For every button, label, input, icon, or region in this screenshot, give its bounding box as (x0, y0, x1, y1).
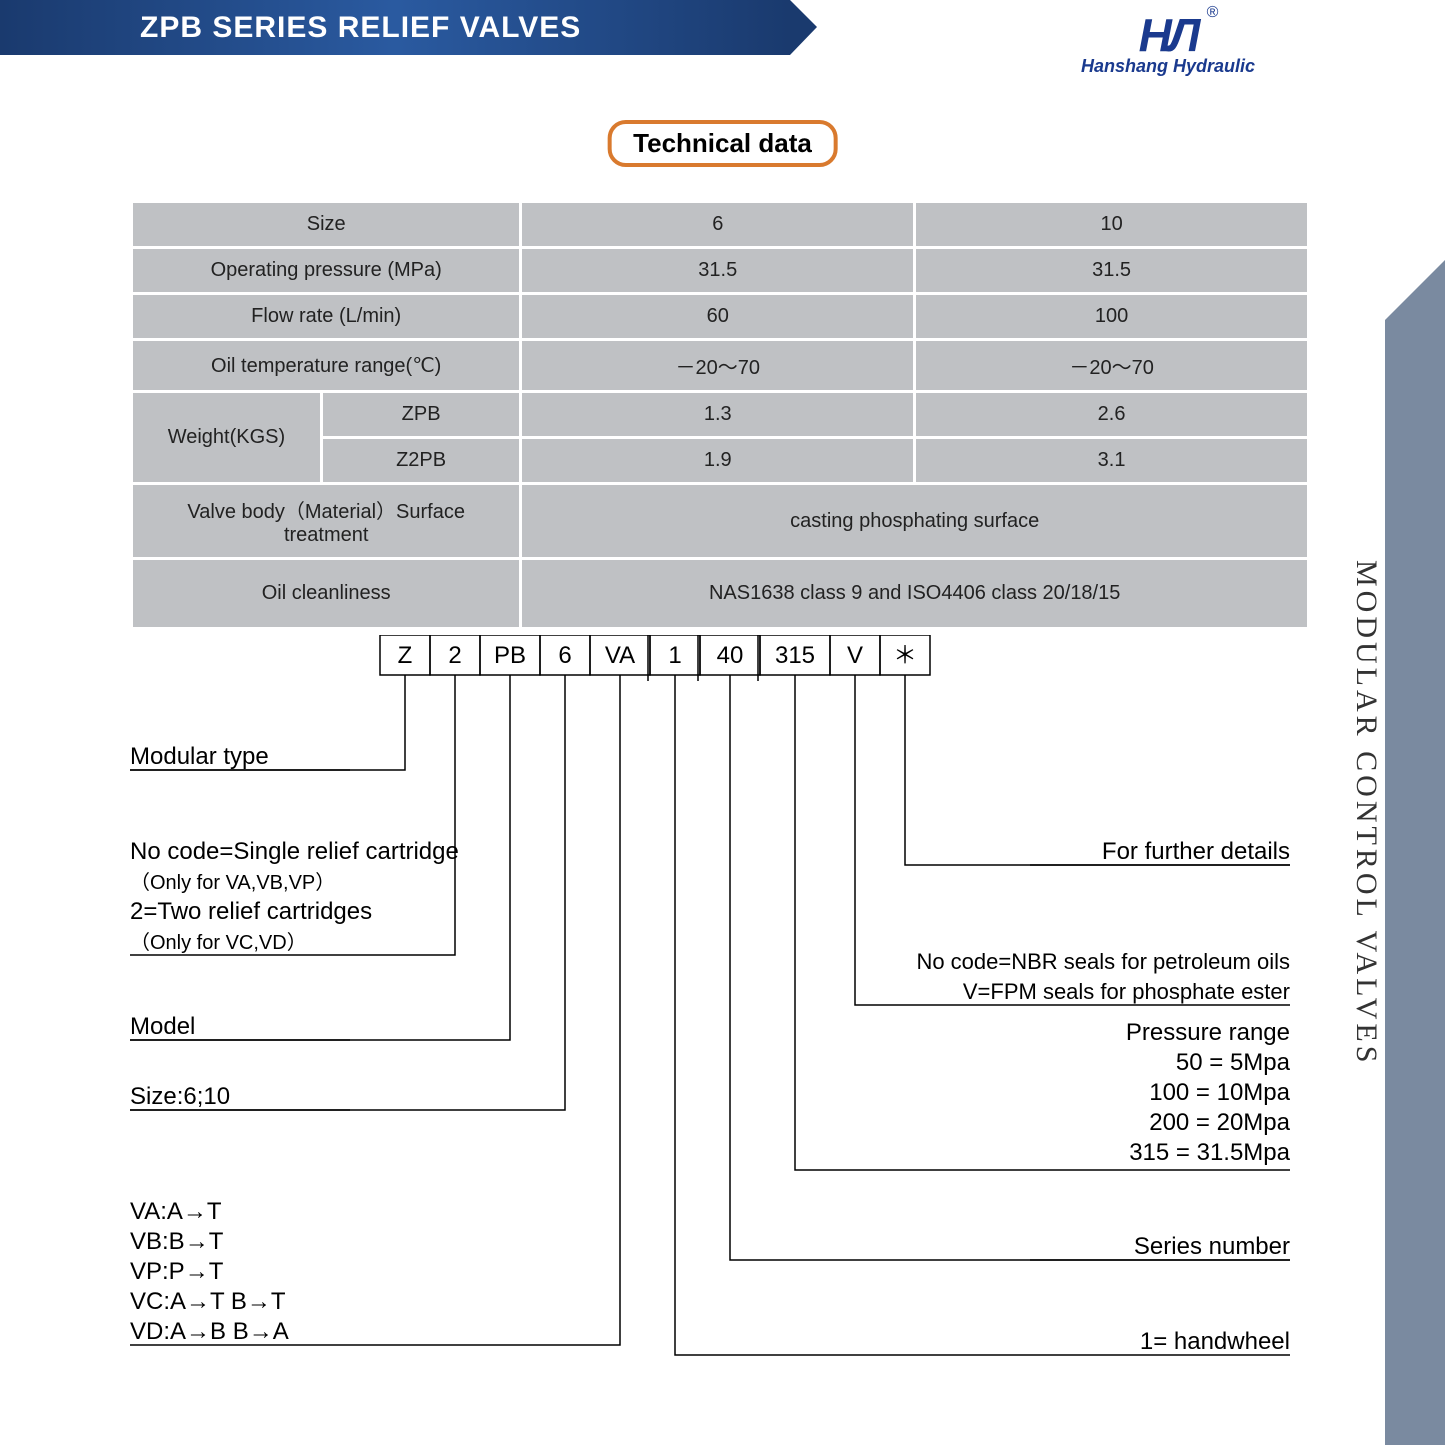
cell-value: 1.9 (521, 438, 915, 484)
svg-text:100 = 10Mpa: 100 = 10Mpa (1149, 1079, 1290, 1106)
technical-data-table: Size 6 10 Operating pressure (MPa) 31.5 … (130, 200, 1310, 630)
cell-value: casting phosphating surface (521, 484, 1309, 559)
header-banner: ZPB SERIES RELIEF VALVES (0, 0, 790, 55)
svg-text:2: 2 (448, 642, 461, 669)
cell-label: Oil temperature range(℃) (132, 340, 521, 392)
cell-label: Flow rate (L/min) (132, 294, 521, 340)
cell-value: 1.3 (521, 392, 915, 438)
table-row: Oil temperature range(℃) －20～70 －20～70 (132, 340, 1309, 392)
table-row: Flow rate (L/min) 60 100 (132, 294, 1309, 340)
svg-text:315 = 31.5Mpa: 315 = 31.5Mpa (1129, 1139, 1290, 1166)
cell-label: Valve body（Material）Surface treatment (132, 484, 521, 559)
svg-text:V=FPM seals for phosphate este: V=FPM seals for phosphate ester (963, 979, 1290, 1004)
table-row: Oil cleanliness NAS1638 class 9 and ISO4… (132, 559, 1309, 629)
code-svg: Z 2 PB 6 VA 1 40 315 V ＊ Modular type No code=Sing… (130, 635, 1310, 1425)
cell-label: Size (132, 202, 521, 248)
cell-label: Operating pressure (MPa) (132, 248, 521, 294)
cell-value: 60 (521, 294, 915, 340)
svg-text:1= handwheel: 1= handwheel (1140, 1328, 1290, 1355)
cell-value: 3.1 (915, 438, 1309, 484)
svg-text:Series number: Series number (1134, 1233, 1290, 1260)
cell-value: NAS1638 class 9 and ISO4406 class 20/18/… (521, 559, 1309, 629)
header-title: ZPB SERIES RELIEF VALVES (140, 11, 581, 45)
svg-text:VB:B→T: VB:B→T (130, 1228, 224, 1255)
svg-text:For further details: For further details (1102, 838, 1290, 865)
cell-value: 100 (915, 294, 1309, 340)
table-row: Valve body（Material）Surface treatment ca… (132, 484, 1309, 559)
svg-text:200 = 20Mpa: 200 = 20Mpa (1149, 1109, 1290, 1136)
svg-text:VP:P→T: VP:P→T (130, 1258, 224, 1285)
table-row: Weight(KGS) ZPB 1.3 2.6 (132, 392, 1309, 438)
svg-text:VA: VA (605, 642, 635, 669)
cell-sublabel: Z2PB (321, 438, 521, 484)
cell-value: －20～70 (915, 340, 1309, 392)
svg-text:315: 315 (775, 642, 815, 669)
svg-text:VA:A→T: VA:A→T (130, 1198, 222, 1225)
cell-label: Weight(KGS) (132, 392, 322, 484)
cell-label: Oil cleanliness (132, 559, 521, 629)
svg-text:40: 40 (717, 642, 744, 669)
cell-sublabel: ZPB (321, 392, 521, 438)
svg-text:50 = 5Mpa: 50 = 5Mpa (1176, 1049, 1291, 1076)
svg-text:Z: Z (398, 642, 413, 669)
svg-text:No code=NBR seals for petroleu: No code=NBR seals for petroleum oils (916, 949, 1290, 974)
svg-text:Model: Model (130, 1013, 195, 1040)
table-row: Operating pressure (MPa) 31.5 31.5 (132, 248, 1309, 294)
cell-value: 10 (915, 202, 1309, 248)
svg-text:1: 1 (668, 642, 681, 669)
svg-text:6: 6 (558, 642, 571, 669)
ordering-code-diagram: Z 2 PB 6 VA 1 40 315 V ＊ Modular type No code=Sing… (130, 635, 1310, 1425)
svg-text:Pressure range: Pressure range (1126, 1019, 1290, 1046)
cell-value: －20～70 (521, 340, 915, 392)
svg-text:2=Two relief cartridges: 2=Two relief cartridges (130, 898, 372, 925)
svg-text:No code=Single relief cartridg: No code=Single relief cartridge (130, 838, 459, 865)
svg-text:（Only for VC,VD）: （Only for VC,VD） (130, 931, 307, 954)
cell-value: 2.6 (915, 392, 1309, 438)
cell-value: 31.5 (915, 248, 1309, 294)
svg-text:＊: ＊ (893, 642, 917, 669)
svg-text:VC:A→T B→T: VC:A→T B→T (130, 1288, 286, 1315)
cell-value: 6 (521, 202, 915, 248)
side-banner (1385, 320, 1445, 1445)
svg-text:Modular type: Modular type (130, 743, 269, 770)
svg-text:PB: PB (494, 642, 526, 669)
svg-text:VD:A→B B→A: VD:A→B B→A (130, 1318, 289, 1345)
svg-text:V: V (847, 642, 863, 669)
logo-mark-text: HЛ (1139, 9, 1198, 61)
logo-mark: HЛ ® (1139, 8, 1198, 62)
side-text: MODULAR CONTROL VALVES (1349, 560, 1383, 1066)
logo: HЛ ® Hanshang Hydraulic (1081, 8, 1255, 77)
svg-text:Size:6;10: Size:6;10 (130, 1083, 230, 1110)
table-row: Size 6 10 (132, 202, 1309, 248)
svg-text:（Only for VA,VB,VP）: （Only for VA,VB,VP） (130, 871, 335, 894)
cell-value: 31.5 (521, 248, 915, 294)
logo-registered: ® (1207, 4, 1216, 22)
technical-data-badge: Technical data (607, 120, 838, 167)
